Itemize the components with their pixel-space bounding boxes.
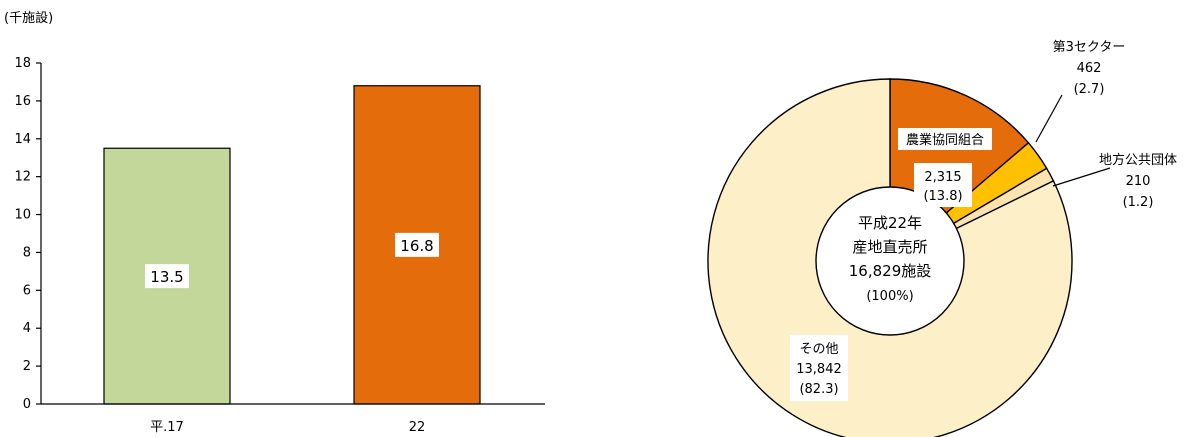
x-tick-label: 22: [409, 420, 426, 435]
slice-value-3rd-sector: 462: [1077, 61, 1102, 76]
leader-lines: [1035, 94, 1111, 187]
slice-label-other: その他: [799, 342, 838, 357]
y-tick-label: 6: [23, 283, 31, 298]
bar-value-label: 16.8: [400, 237, 433, 255]
donut-chart: 平成22年 産地直売所 16,829施設 (100%) 農業協同組合 2,315…: [707, 40, 1177, 437]
slice-labels: 農業協同組合 2,315 (13.8) 第3セクター 462 (2.7) 地方公…: [790, 40, 1177, 401]
donut-center-circle: [815, 186, 965, 336]
slice-label-box-agri-coop: [898, 128, 992, 150]
slice-value-agri-coop: 2,315: [924, 170, 961, 185]
slice-percent-3rd-sector: (2.7): [1074, 82, 1105, 97]
center-label-line-3: 16,829施設: [849, 262, 932, 280]
bar-value-box: [145, 264, 189, 289]
bar-series: 13.5 16.8: [103, 85, 481, 405]
center-label-line-1: 平成22年: [858, 214, 922, 232]
slice-label-local-gov: 地方公共団体: [1099, 152, 1177, 168]
y-tick-label: 8: [23, 245, 31, 260]
y-axis-ticks: 0 2 4 6 8 10 12 14 16 18: [14, 56, 41, 412]
x-axis-labels: 平.17 22: [150, 420, 425, 435]
y-tick-label: 2: [23, 359, 31, 374]
slice-label-box-other: [790, 335, 848, 401]
y-tick-label: 4: [23, 321, 31, 336]
y-tick-label: 0: [23, 397, 31, 412]
donut-center: 平成22年 産地直売所 16,829施設 (100%): [815, 186, 965, 336]
y-tick-label: 16: [14, 94, 31, 109]
slice-value-box-agri-coop: [914, 163, 972, 207]
leader-line-3rd-sector: [1035, 94, 1063, 143]
leader-line-local-gov: [1052, 167, 1111, 187]
slice-label-agri-coop: 農業協同組合: [906, 132, 984, 148]
slice-percent-agri-coop: (13.8): [923, 189, 962, 204]
slice-percent-other: (82.3): [799, 382, 838, 397]
slice-value-other: 13,842: [796, 362, 842, 377]
y-tick-label: 12: [14, 170, 31, 185]
y-tick-label: 14: [14, 132, 31, 147]
bar-value-box: [395, 232, 439, 257]
slice-percent-local-gov: (1.2): [1123, 195, 1154, 210]
y-tick-label: 18: [14, 56, 31, 71]
bar-value-label: 13.5: [150, 268, 183, 286]
y-tick-label: 10: [14, 208, 31, 223]
y-axis-unit-label: (千施設): [4, 10, 53, 26]
slice-value-local-gov: 210: [1126, 174, 1151, 189]
bar-chart: (千施設) 0 2 4 6 8 10 12 14 16 18 13.5 16.8 平.17 22: [4, 10, 545, 435]
x-tick-label: 平.17: [150, 420, 184, 435]
center-label-line-2: 産地直売所: [852, 238, 927, 256]
center-label-line-4: (100%): [866, 289, 913, 304]
slice-label-3rd-sector: 第3セクター: [1053, 40, 1126, 55]
